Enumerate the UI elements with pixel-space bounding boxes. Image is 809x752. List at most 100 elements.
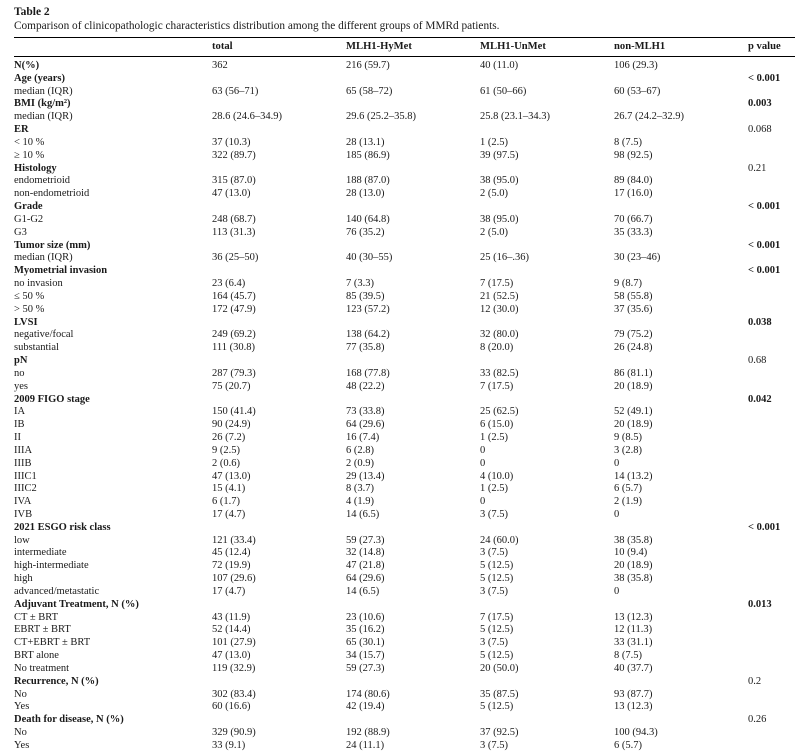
p-value (748, 329, 795, 342)
cell-value: 23 (10.6) (346, 611, 385, 623)
cell-value (480, 317, 614, 330)
table-row: ER 0.068 (14, 124, 795, 137)
row-label: ≥ 10 % (14, 149, 45, 161)
cell-value: 0 (480, 444, 486, 456)
row-label: II (14, 432, 21, 444)
table-row: substantial 111 (30.8) 77 (35.8) 8 (20.0) 26… (14, 342, 795, 355)
table-row: CT+EBRT ± BRT 101 (27.9) 65 (30.1) 3 (7.5) 3… (14, 637, 795, 650)
p-value (748, 496, 795, 509)
cell-value: 25.8 (23.1–34.3) (480, 111, 550, 123)
cell-value: 2 (5.0) (480, 188, 508, 200)
cell-value: 8 (20.0) (480, 342, 514, 354)
table-row: LVSI 0.038 (14, 317, 795, 330)
table-row: II 26 (7.2) 16 (7.4) 1 (2.5) 9 (8.5) (14, 432, 795, 445)
cell-value: 0 (614, 585, 620, 597)
cell-value: 9 (2.5) (212, 444, 240, 456)
row-label: 2021 ESGO risk class (14, 521, 111, 533)
cell-value: 13 (12.3) (614, 611, 653, 623)
table-row: IIIB 2 (0.6) 2 (0.9) 0 0 (14, 458, 795, 471)
p-value (748, 509, 795, 522)
cell-value: 35 (87.5) (480, 688, 519, 700)
table-row: high 107 (29.6) 64 (29.6) 5 (12.5) 38 (35.8) (14, 573, 795, 586)
cell-value (480, 676, 614, 689)
cell-value: 89 (84.0) (614, 175, 653, 187)
cell-value: 2 (0.6) (212, 457, 240, 469)
cell-value (614, 714, 748, 727)
cell-value (346, 201, 480, 214)
cell-value: 138 (64.2) (346, 329, 390, 341)
table-row: high-intermediate 72 (19.9) 47 (21.8) 5 (12… (14, 560, 795, 573)
row-label: Histology (14, 162, 57, 174)
cell-value (346, 98, 480, 111)
cell-value: 76 (35.2) (346, 226, 385, 238)
row-label: high-intermediate (14, 560, 89, 572)
row-label: Age (years) (14, 72, 66, 84)
cell-value: 3 (7.5) (480, 637, 508, 649)
p-value (748, 483, 795, 496)
cell-value (346, 265, 480, 278)
cell-value: 32 (80.0) (480, 329, 519, 341)
cell-value: 47 (21.8) (346, 560, 385, 572)
p-value (748, 624, 795, 637)
row-label: IVB (14, 508, 33, 520)
column-header: non-MLH1 (614, 37, 748, 57)
cell-value: 75 (20.7) (212, 380, 251, 392)
cell-value: 37 (35.6) (614, 303, 653, 315)
cell-value: 33 (31.1) (614, 637, 653, 649)
cell-value: 98 (92.5) (614, 149, 653, 161)
cell-value: 26 (24.8) (614, 342, 653, 354)
p-value (748, 227, 795, 240)
p-value (748, 637, 795, 650)
cell-value: 60 (53–67) (614, 85, 661, 97)
cell-value: 1 (2.5) (480, 432, 508, 444)
cell-value: 59 (27.3) (346, 534, 385, 546)
cell-value: 25 (62.5) (480, 406, 519, 418)
cell-value: 15 (4.1) (212, 483, 246, 495)
table-body: N(%) 362 216 (59.7) 40 (11.0) 106 (29.3) Age … (14, 57, 795, 752)
cell-value: 5 (12.5) (480, 573, 514, 585)
cell-value: 32 (14.8) (346, 547, 385, 559)
cell-value (480, 73, 614, 86)
cell-value: 40 (37.7) (614, 662, 653, 674)
cell-value (212, 98, 346, 111)
p-value: < 0.001 (748, 521, 781, 533)
p-value (748, 689, 795, 702)
cell-value: 5 (12.5) (480, 650, 514, 662)
p-value (748, 278, 795, 291)
cell-value (614, 163, 748, 176)
cell-value: 10 (9.4) (614, 547, 648, 559)
cell-value: 28.6 (24.6–34.9) (212, 111, 282, 123)
row-label: G3 (14, 226, 27, 238)
p-value: 0.038 (748, 316, 772, 328)
cell-value (346, 599, 480, 612)
cell-value: 65 (58–72) (346, 85, 393, 97)
cell-value (480, 599, 614, 612)
cell-value (346, 522, 480, 535)
table-row: no invasion 23 (6.4) 7 (3.3) 7 (17.5) 9 (8.7… (14, 278, 795, 291)
cell-value: 150 (41.4) (212, 406, 256, 418)
cell-value: 329 (90.9) (212, 727, 256, 739)
cell-value: 38 (95.0) (480, 213, 519, 225)
cell-value: 9 (8.7) (614, 278, 642, 290)
cell-value: 188 (87.0) (346, 175, 390, 187)
row-label: advanced/metastatic (14, 585, 100, 597)
cell-value (212, 265, 346, 278)
row-label: median (IQR) (14, 111, 73, 123)
table-row: IB 90 (24.9) 64 (29.6) 6 (15.0) 20 (18.9) (14, 419, 795, 432)
table-row: endometrioid 315 (87.0) 188 (87.0) 38 (95.0… (14, 175, 795, 188)
row-label: No (14, 688, 27, 700)
p-value (748, 727, 795, 740)
table-row: EBRT ± BRT 52 (14.4) 35 (16.2) 5 (12.5) 12 (… (14, 624, 795, 637)
cell-value: 249 (69.2) (212, 329, 256, 341)
cell-value: 48 (22.2) (346, 380, 385, 392)
cell-value: 23 (6.4) (212, 278, 246, 290)
table-row: non-endometrioid 47 (13.0) 28 (13.0) 2 (5.0… (14, 188, 795, 201)
p-value (748, 560, 795, 573)
p-value (748, 150, 795, 163)
p-value (748, 381, 795, 394)
cell-value (346, 240, 480, 253)
cell-value (212, 714, 346, 727)
p-value (748, 547, 795, 560)
row-label: G1-G2 (14, 213, 44, 225)
cell-value: 45 (12.4) (212, 547, 251, 559)
